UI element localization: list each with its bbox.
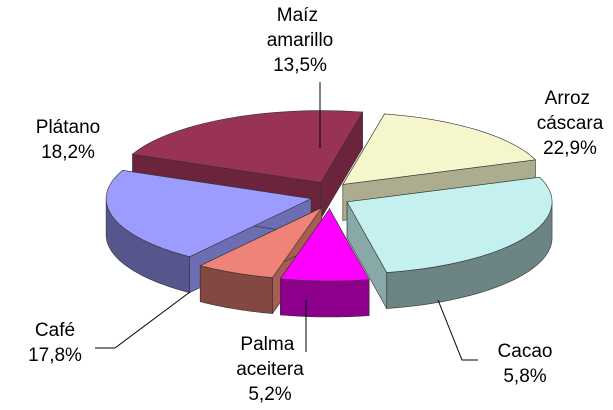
value-label: 17,8% <box>28 345 82 366</box>
slice-label: Plátano <box>36 117 100 138</box>
slice-wall <box>280 278 370 318</box>
leader-line <box>437 299 478 361</box>
value-label: 5,2% <box>248 384 291 405</box>
leader-line <box>95 291 191 349</box>
slice <box>279 208 370 282</box>
slice-label: Café <box>35 320 75 341</box>
value-label: 5,8% <box>503 366 546 387</box>
slice <box>346 176 553 273</box>
slice <box>199 206 323 278</box>
slice-label: Arroz cáscara <box>537 88 604 134</box>
labels: Arroz cáscara 22,9% Cacao 5,8% Palma aceiter… <box>28 5 604 405</box>
slice-label: Maíz amarillo <box>267 5 334 51</box>
slice-label: Cacao <box>498 341 553 362</box>
slice <box>131 110 364 183</box>
value-label: 22,9% <box>543 138 597 159</box>
slice-label: Palma aceitera <box>236 334 304 380</box>
pie <box>105 110 553 318</box>
value-label: 18,2% <box>41 142 95 163</box>
slice <box>105 170 313 258</box>
value-label: 13,5% <box>273 55 327 76</box>
slice <box>342 113 537 185</box>
